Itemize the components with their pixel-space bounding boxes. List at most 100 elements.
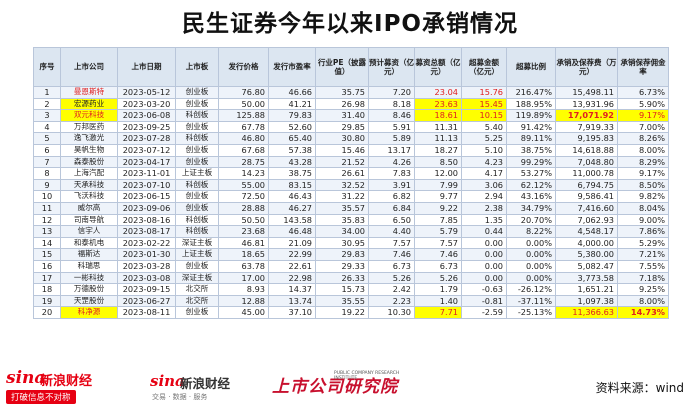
- cell-company: 曼恩斯特: [60, 86, 118, 99]
- cell-index: 2: [33, 97, 61, 111]
- header-issue-price: 发行价格: [218, 47, 269, 87]
- cell-industry-pe: 32.52: [315, 178, 369, 192]
- cell-industry-pe: 26.33: [315, 271, 369, 285]
- cell-issue-price: 125.88: [218, 109, 269, 122]
- cell-underwriting-fee: 1,097.38: [555, 294, 618, 308]
- table-row: 19 天罡股份 2023-06-27 北交所 12.88 13.74 35.55 2.23 1.…: [33, 294, 669, 308]
- cell-issue-pe: 143.58: [268, 213, 316, 227]
- cell-issue-price: 50.00: [218, 97, 269, 111]
- data-source: 资料来源：wind: [595, 381, 684, 395]
- table-row: 3 双元科技 2023-06-08 科创板 125.88 79.83 31.40 8.46 18…: [33, 109, 669, 122]
- cell-company: 飞沃科技: [60, 190, 118, 203]
- cell-total-raise: 8.50: [414, 155, 462, 169]
- cell-listing-date: 2023-03-08: [117, 271, 176, 285]
- cell-planned-raise: 4.26: [368, 155, 415, 169]
- cell-company: 天承科技: [60, 178, 118, 192]
- cell-index: 17: [33, 271, 61, 285]
- table-row: 1 曼恩斯特 2023-05-12 创业板 76.80 46.66 35.75 7.20 23.…: [33, 86, 669, 99]
- cell-underwriting-fee: 9,586.41: [555, 190, 618, 203]
- cell-underwriting-fee: 17,071.92: [555, 109, 618, 122]
- cell-planned-raise: 6.50: [368, 213, 415, 227]
- cell-excess-amount: 2.38: [461, 201, 507, 215]
- cell-company: 和泰机电: [60, 236, 118, 250]
- cell-commission-rate: 5.29%: [617, 236, 669, 250]
- cell-planned-raise: 10.30: [368, 306, 415, 319]
- cell-issue-price: 46.81: [218, 236, 269, 250]
- cell-company: 昊帆生物: [60, 143, 118, 157]
- cell-excess-ratio: 99.29%: [506, 155, 556, 169]
- cell-board: 北交所: [175, 283, 219, 296]
- cell-listing-date: 2023-04-17: [117, 155, 176, 169]
- cell-planned-raise: 2.42: [368, 283, 415, 296]
- research-institute-logo: 上市公司研究院 PUBLIC COMPANY RESEARCH INSTITUT…: [272, 370, 402, 406]
- sina-finance-name-secondary: 新浪财经: [180, 376, 231, 391]
- cell-board: 北交所: [175, 294, 219, 308]
- cell-industry-pe: 26.61: [315, 167, 369, 180]
- cell-issue-price: 50.50: [218, 213, 269, 227]
- cell-excess-ratio: 0.00%: [506, 236, 556, 250]
- cell-company: 逸飞激光: [60, 132, 118, 145]
- cell-total-raise: 11.31: [414, 120, 462, 134]
- cell-company: 上海汽配: [60, 167, 118, 180]
- cell-issue-price: 72.50: [218, 190, 269, 203]
- cell-excess-ratio: 0.00%: [506, 259, 556, 273]
- cell-commission-rate: 8.29%: [617, 155, 669, 169]
- table-row: 8 上海汽配 2023-11-01 上证主板 14.23 38.75 26.61 7.83 12…: [33, 167, 669, 180]
- table-row: 10 飞沃科技 2023-06-15 创业板 72.50 46.43 31.22 6.82 9.…: [33, 190, 669, 203]
- cell-listing-date: 2023-06-15: [117, 190, 176, 203]
- cell-excess-amount: 0.00: [461, 259, 507, 273]
- cell-underwriting-fee: 4,000.00: [555, 236, 618, 250]
- cell-total-raise: 23.04: [414, 86, 462, 99]
- cell-listing-date: 2023-08-11: [117, 306, 176, 319]
- cell-issue-price: 12.88: [218, 294, 269, 308]
- cell-index: 12: [33, 213, 61, 227]
- cell-issue-pe: 37.10: [268, 306, 316, 319]
- cell-issue-pe: 22.99: [268, 248, 316, 261]
- cell-commission-rate: 9.17%: [617, 109, 669, 122]
- cell-index: 14: [33, 236, 61, 250]
- cell-commission-rate: 8.50%: [617, 178, 669, 192]
- sina-eye-icon: sina: [6, 368, 46, 388]
- cell-total-raise: 18.27: [414, 143, 462, 157]
- ipo-underwriting-table: 序号 上市公司 上市日期 上市板 发行价格 发行市盈率 行业PE（披露值） 预计…: [33, 47, 669, 319]
- table-row: 17 一彬科技 2023-03-08 深证主板 17.00 22.98 26.33 5.26 5…: [33, 271, 669, 285]
- cell-excess-ratio: 38.75%: [506, 143, 556, 157]
- cell-listing-date: 2023-07-28: [117, 132, 176, 145]
- table-row: 6 昊帆生物 2023-07-12 创业板 67.68 57.38 15.46 13.17 18…: [33, 143, 669, 157]
- table-row: 13 信宇人 2023-08-17 科创板 23.68 46.48 34.00 4.40 5.7…: [33, 225, 669, 238]
- cell-total-raise: 6.73: [414, 259, 462, 273]
- cell-total-raise: 9.22: [414, 201, 462, 215]
- ipo-table-container: 序号 上市公司 上市日期 上市板 发行价格 发行市盈率 行业PE（披露值） 预计…: [33, 47, 669, 319]
- cell-excess-ratio: 34.79%: [506, 201, 556, 215]
- cell-listing-date: 2023-11-01: [117, 167, 176, 180]
- cell-excess-ratio: -26.12%: [506, 283, 556, 296]
- cell-underwriting-fee: 7,048.80: [555, 155, 618, 169]
- institute-english-name: PUBLIC COMPANY RESEARCH INSTITUTE: [334, 371, 400, 381]
- cell-excess-amount: 5.25: [461, 132, 507, 145]
- sina-finance-logo-secondary: sina 新浪财经 交易 · 数据 · 服务: [150, 372, 260, 408]
- cell-planned-raise: 5.26: [368, 271, 415, 285]
- cell-planned-raise: 7.57: [368, 236, 415, 250]
- cell-excess-amount: 2.94: [461, 190, 507, 203]
- sina-finance-logo: sina 新浪财经 打破信息不对称: [6, 368, 126, 408]
- cell-company: 威尔高: [60, 201, 118, 215]
- cell-excess-ratio: -37.11%: [506, 294, 556, 308]
- cell-index: 4: [33, 120, 61, 134]
- cell-excess-ratio: 8.22%: [506, 225, 556, 238]
- cell-excess-amount: 15.76: [461, 86, 507, 99]
- cell-excess-ratio: 91.42%: [506, 120, 556, 134]
- cell-excess-amount: 0.00: [461, 236, 507, 250]
- cell-excess-ratio: 53.27%: [506, 167, 556, 180]
- cell-board: 深证主板: [175, 271, 219, 285]
- cell-issue-pe: 79.83: [268, 109, 316, 122]
- table-body: 1 曼恩斯特 2023-05-12 创业板 76.80 46.66 35.75 7.20 23.…: [33, 86, 669, 319]
- cell-commission-rate: 14.73%: [617, 306, 669, 319]
- cell-total-raise: 5.26: [414, 271, 462, 285]
- cell-index: 15: [33, 248, 61, 261]
- sina-tags: 交易 · 数据 · 服务: [152, 393, 208, 401]
- cell-excess-ratio: 89.11%: [506, 132, 556, 145]
- cell-planned-raise: 7.20: [368, 86, 415, 99]
- cell-excess-amount: 5.10: [461, 143, 507, 157]
- header-company: 上市公司: [60, 47, 118, 87]
- cell-listing-date: 2023-09-15: [117, 283, 176, 296]
